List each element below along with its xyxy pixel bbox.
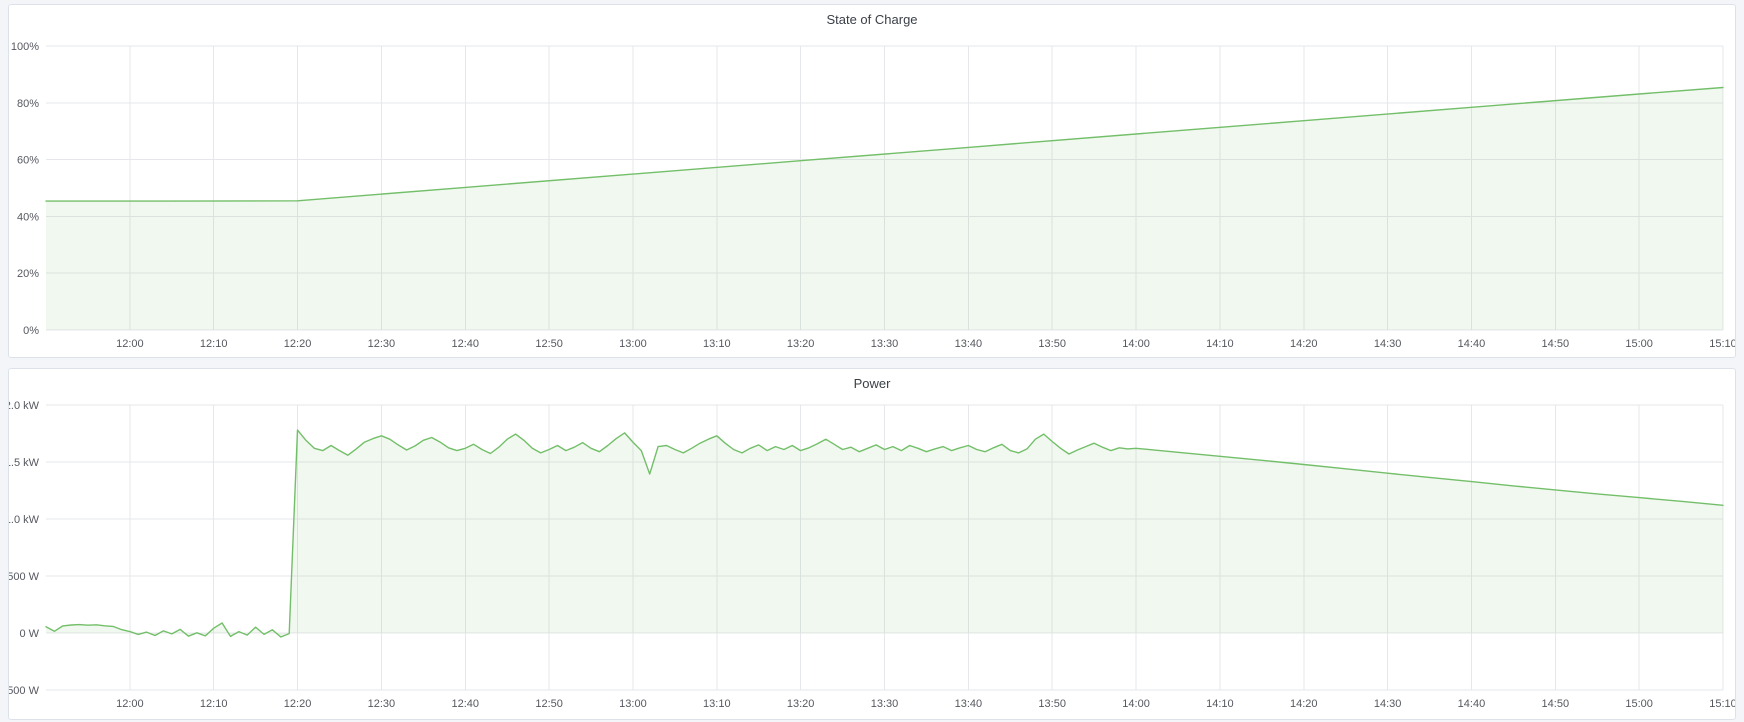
x-axis-label: 13:40 [955,338,983,350]
series-area [46,87,1723,330]
x-axis-label: 14:00 [1122,338,1150,350]
x-axis-label: 12:10 [200,338,228,350]
x-axis-label: 12:40 [451,338,479,350]
x-axis-label: 15:00 [1625,338,1653,350]
y-axis-label: 500 W [9,571,40,583]
x-axis-label: 12:50 [535,698,563,710]
series-area [46,430,1723,637]
panel-state-of-charge: State of Charge 0% 20% 40% 60% 80% 100% 12:00 1… [8,4,1736,358]
x-axis-label: 13:20 [787,338,815,350]
state-of-charge-chart[interactable]: 0% 20% 40% 60% 80% 100% 12:00 12:10 12:20 12:30 12… [9,33,1735,355]
x-axis-label: 14:50 [1542,698,1570,710]
x-axis-label: 13:10 [703,338,731,350]
y-axis-label: 1.5 kW [9,457,40,469]
y-axis-label: 40% [17,211,39,223]
x-axis-label: 13:00 [619,698,647,710]
x-axis-label: 12:40 [451,698,479,710]
series-line [45,86,1724,202]
y-axis-label: 20% [17,268,39,280]
x-axis-label: 13:10 [703,698,731,710]
x-axis-label: 13:30 [871,338,899,350]
x-axis-label: 13:00 [619,338,647,350]
x-axis-label: 14:10 [1206,698,1234,710]
power-chart[interactable]: -500 W 0 W 500 W 1.0 kW 1.5 kW 2.0 kW 12:00 12:… [9,397,1735,717]
x-axis-label: 12:20 [284,338,312,350]
panel-title-state-of-charge[interactable]: State of Charge [826,12,918,27]
x-axis-label: 15:10 [1709,698,1735,710]
x-axis-label: 13:50 [1038,698,1066,710]
y-axis-label: 60% [17,155,39,167]
x-axis-label: 14:20 [1290,338,1318,350]
y-axis-label: 0% [23,325,39,337]
series-line [45,429,1724,638]
x-axis-label: 12:30 [368,698,396,710]
x-axis-label: 12:30 [368,338,396,350]
x-axis-label: 15:10 [1709,338,1735,350]
x-axis-label: 14:40 [1458,698,1486,710]
panel-power: Power -500 W 0 W 500 W 1.0 kW 1.5 kW 2.0 kW 12… [8,368,1736,720]
x-axis-label: 12:00 [116,698,144,710]
y-axis-label: 80% [17,98,39,110]
x-axis-label: 14:30 [1374,338,1402,350]
x-axis-label: 14:50 [1542,338,1570,350]
panel-title-power[interactable]: Power [853,376,891,391]
x-axis-label: 13:30 [871,698,899,710]
y-axis-label: 0 W [19,628,39,640]
x-axis-label: 14:10 [1206,338,1234,350]
x-axis-label: 14:40 [1458,338,1486,350]
y-axis-label: 2.0 kW [9,400,40,412]
x-axis-label: 13:50 [1038,338,1066,350]
y-axis-label: -500 W [9,685,40,697]
x-axis-label: 14:30 [1374,698,1402,710]
x-axis-label: 13:40 [955,698,983,710]
x-axis-label: 14:20 [1290,698,1318,710]
x-axis-label: 14:00 [1122,698,1150,710]
x-axis-label: 12:50 [535,338,563,350]
x-axis-label: 12:20 [284,698,312,710]
x-axis-label: 12:00 [116,338,144,350]
x-axis-label: 15:00 [1625,698,1653,710]
x-axis-label: 13:20 [787,698,815,710]
x-axis-label: 12:10 [200,698,228,710]
y-axis-label: 1.0 kW [9,514,40,526]
y-axis-label: 100% [11,41,39,53]
